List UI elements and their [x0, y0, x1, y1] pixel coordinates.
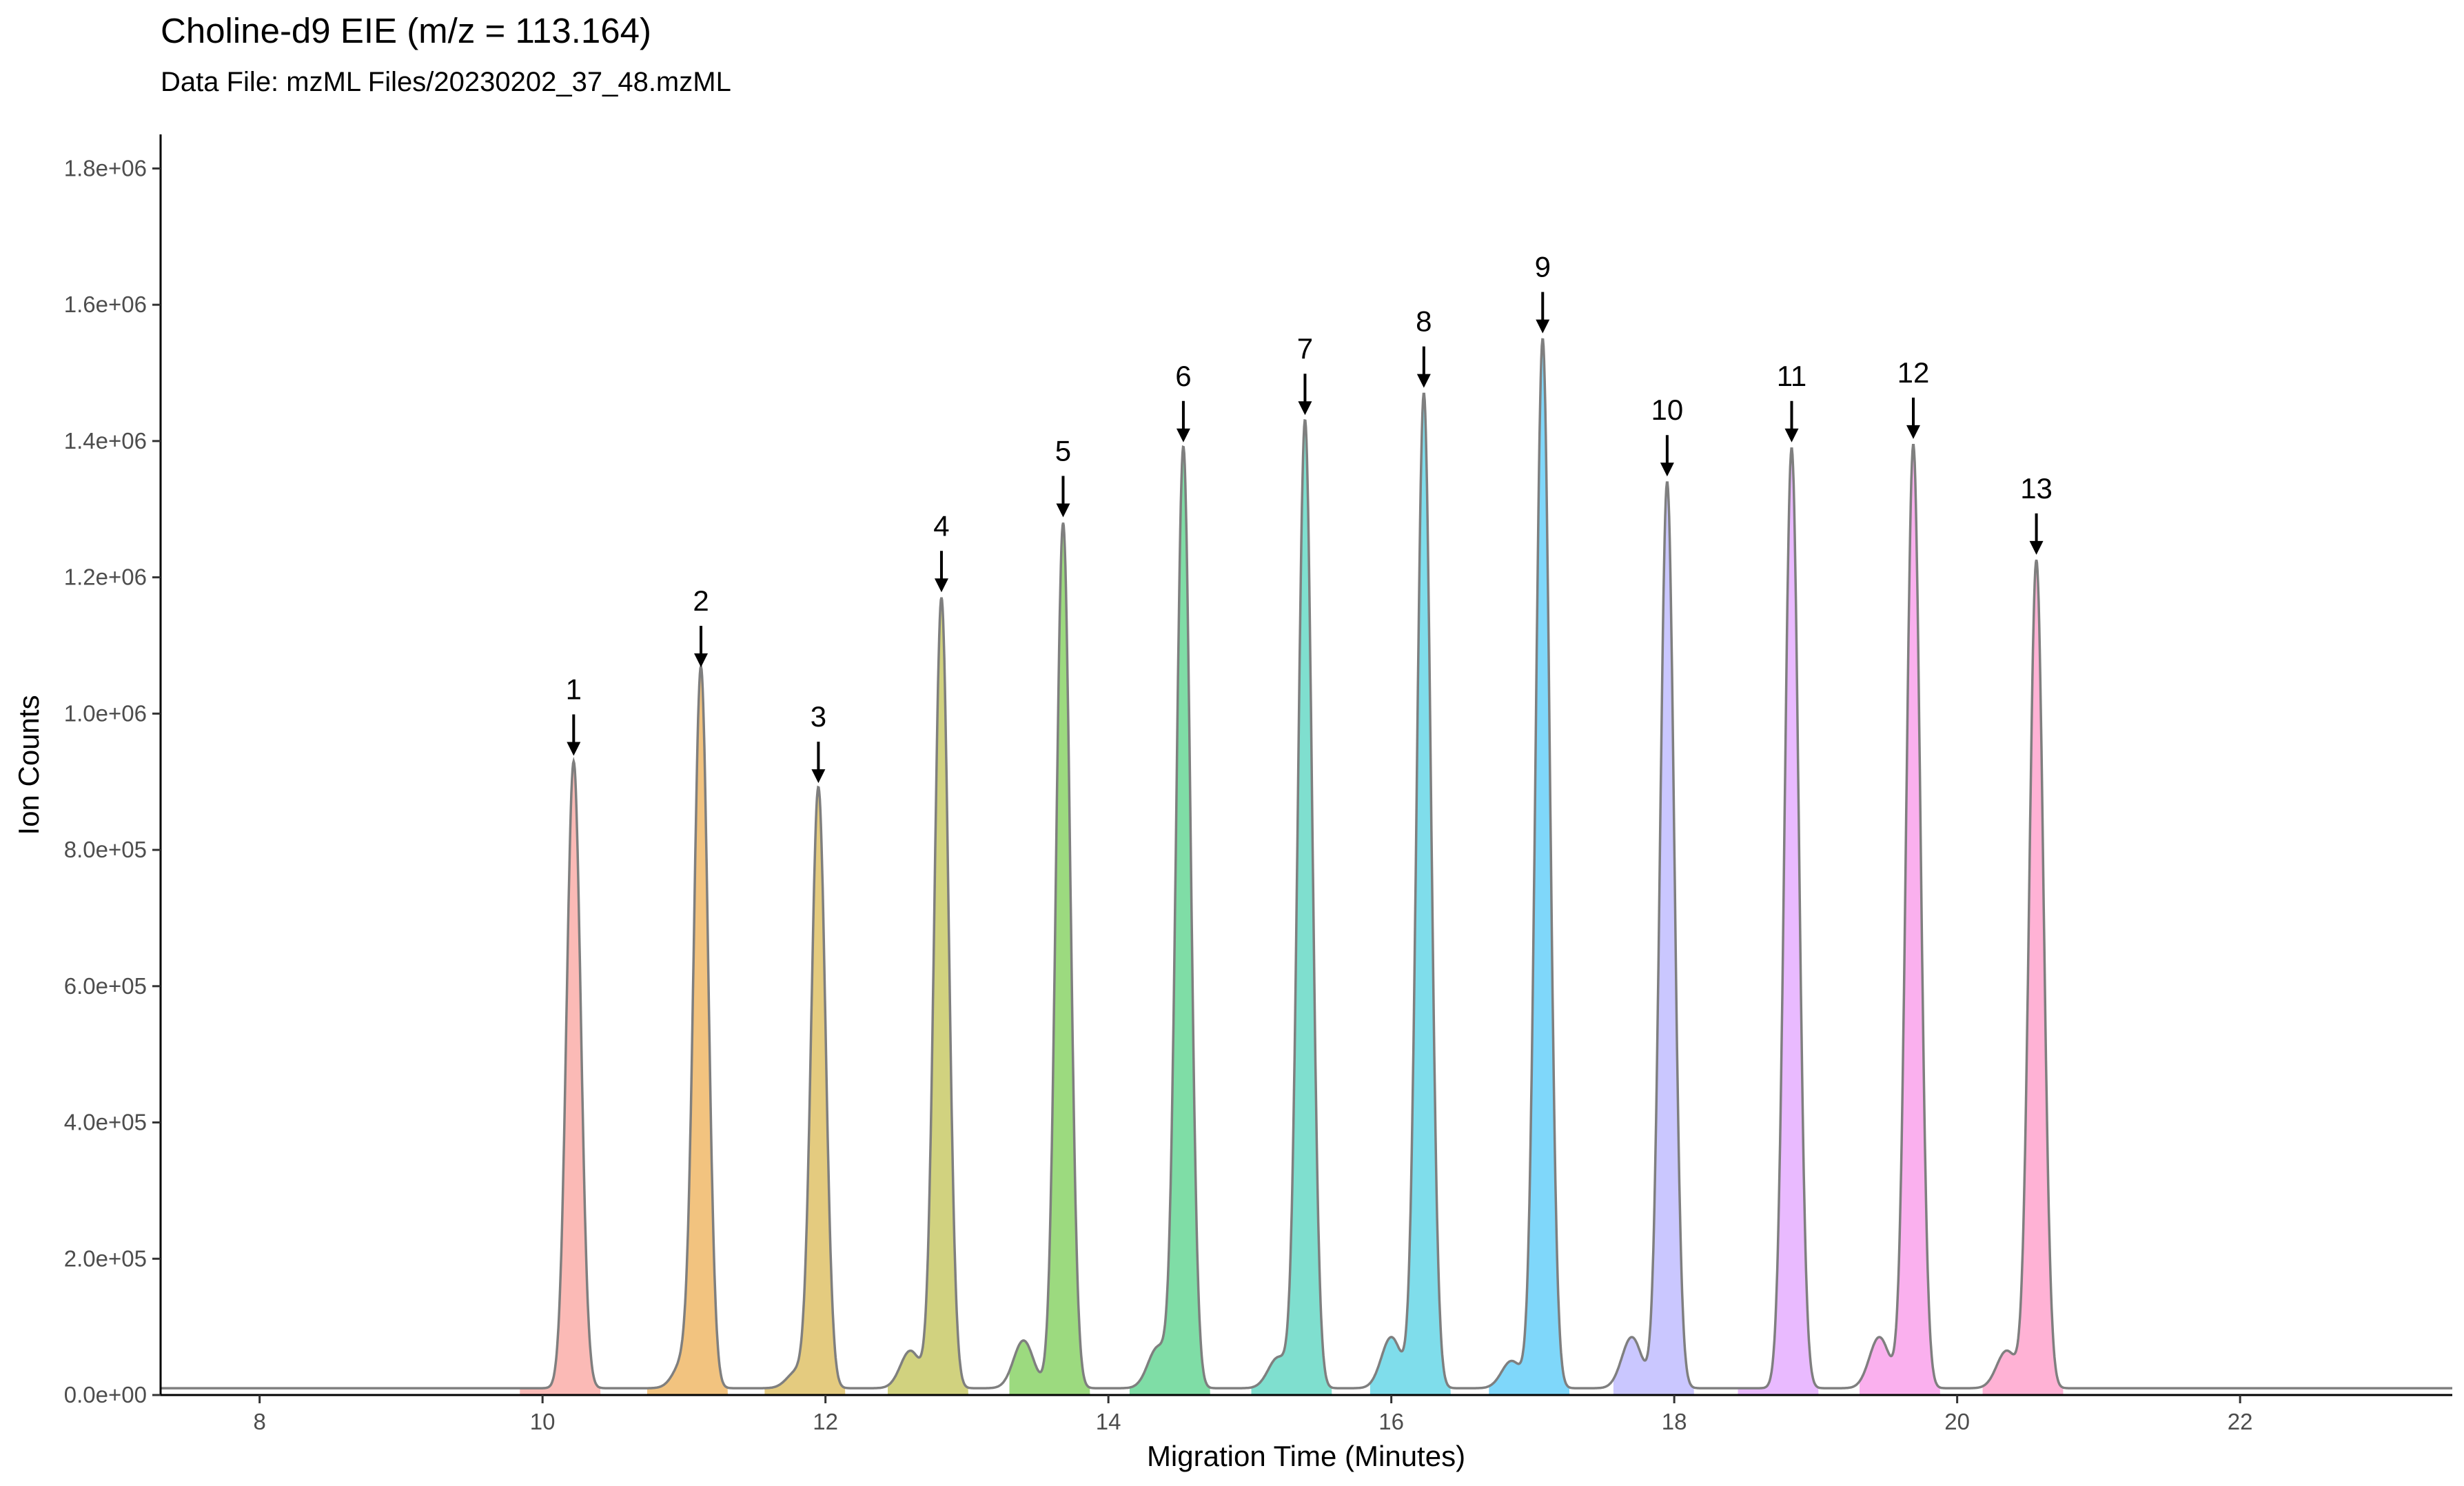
- peak-label: 5: [1055, 435, 1071, 467]
- y-axis-ticks: 0.0e+00 2.0e+05 4.0e+05 6.0e+05 8.0e+05 1.0e+…: [64, 155, 161, 1407]
- x-tick-label: 8: [253, 1409, 265, 1434]
- y-tick-label: 1.2e+06: [64, 564, 147, 590]
- peak-area-4: [888, 597, 968, 1395]
- peak-area-5: [1009, 522, 1090, 1395]
- peak-area-3: [764, 786, 846, 1395]
- y-tick-label: 6.0e+05: [64, 973, 147, 999]
- peak-label: 13: [2020, 472, 2053, 505]
- peak-label: 7: [1297, 332, 1313, 365]
- peak-annotation-9: 9: [1535, 251, 1551, 334]
- x-tick-label: 22: [2228, 1409, 2253, 1434]
- peak-area-2: [647, 666, 728, 1395]
- peak-annotation-1: 1: [566, 673, 582, 756]
- peak-arrow-head: [567, 742, 581, 756]
- peak-annotation-13: 13: [2020, 472, 2053, 555]
- x-axis-title: Migration Time (Minutes): [1147, 1440, 1465, 1472]
- x-axis-ticks: 8 10 12 14 16 18 20 22: [253, 1395, 2252, 1434]
- peak-area-13: [1982, 560, 2064, 1395]
- peak-label: 6: [1175, 360, 1191, 392]
- peak-arrow-head: [1906, 425, 1921, 439]
- peak-arrow-head: [1784, 428, 1799, 442]
- peak-arrow-head: [1056, 503, 1070, 518]
- peak-annotation-4: 4: [933, 509, 950, 593]
- peak-area-8: [1370, 393, 1451, 1395]
- peak-area-9: [1489, 338, 1570, 1395]
- peak-label: 11: [1777, 360, 1807, 392]
- peak-annotation-7: 7: [1297, 332, 1313, 416]
- peak-label: 9: [1535, 251, 1551, 283]
- x-tick-label: 14: [1096, 1409, 1121, 1434]
- peak-arrow-head: [1416, 374, 1431, 388]
- peak-fills: [520, 338, 2064, 1395]
- peak-area-1: [520, 761, 601, 1395]
- x-tick-label: 12: [813, 1409, 838, 1434]
- x-tick-label: 16: [1378, 1409, 1404, 1434]
- peak-annotation-2: 2: [693, 584, 709, 668]
- y-tick-label: 4.0e+05: [64, 1110, 147, 1135]
- y-tick-label: 1.0e+06: [64, 700, 147, 726]
- peak-area-11: [1738, 447, 1819, 1395]
- peak-label: 12: [1897, 356, 1930, 389]
- ion-trace-line: [161, 338, 2452, 1390]
- peak-arrow-head: [1298, 401, 1312, 416]
- peak-arrow-head: [934, 578, 948, 593]
- y-axis-title: Ion Counts: [12, 695, 45, 835]
- peak-annotation-3: 3: [811, 700, 826, 784]
- y-tick-label: 1.4e+06: [64, 428, 147, 454]
- peak-area-12: [1860, 444, 1940, 1395]
- peak-annotation-11: 11: [1777, 360, 1807, 442]
- y-tick-label: 0.0e+00: [64, 1382, 147, 1407]
- y-tick-label: 1.8e+06: [64, 155, 147, 181]
- y-tick-label: 1.6e+06: [64, 292, 147, 317]
- peak-annotation-12: 12: [1897, 356, 1930, 439]
- peak-arrow-head: [694, 653, 709, 668]
- peak-area-6: [1129, 446, 1210, 1395]
- peak-label: 1: [566, 673, 582, 706]
- peak-label: 2: [693, 584, 709, 617]
- peak-annotation-6: 6: [1175, 360, 1192, 442]
- peak-area-10: [1613, 482, 1694, 1395]
- x-tick-label: 20: [1944, 1409, 1970, 1434]
- peak-arrow-head: [1176, 428, 1190, 442]
- peak-arrow-head: [2029, 540, 2044, 555]
- chart-title: Choline-d9 EIE (m/z = 113.164): [161, 11, 651, 50]
- peak-arrow-head: [1536, 319, 1550, 334]
- peak-area-7: [1251, 420, 1332, 1395]
- peak-arrow-head: [1660, 462, 1674, 477]
- peak-arrow-head: [811, 769, 826, 784]
- x-tick-label: 10: [530, 1409, 556, 1434]
- y-tick-label: 8.0e+05: [64, 837, 147, 862]
- chart-subtitle: Data File: mzML Files/20230202_37_48.mzM…: [161, 67, 731, 97]
- peak-label: 10: [1651, 394, 1684, 426]
- peak-label: 4: [933, 509, 949, 542]
- y-tick-label: 2.0e+05: [64, 1245, 147, 1271]
- peak-annotation-10: 10: [1651, 394, 1684, 477]
- peak-label: 3: [811, 700, 826, 733]
- x-tick-label: 18: [1662, 1409, 1687, 1434]
- peak-annotation-8: 8: [1416, 305, 1432, 388]
- peak-label: 8: [1416, 305, 1432, 338]
- peak-annotation-5: 5: [1055, 435, 1071, 518]
